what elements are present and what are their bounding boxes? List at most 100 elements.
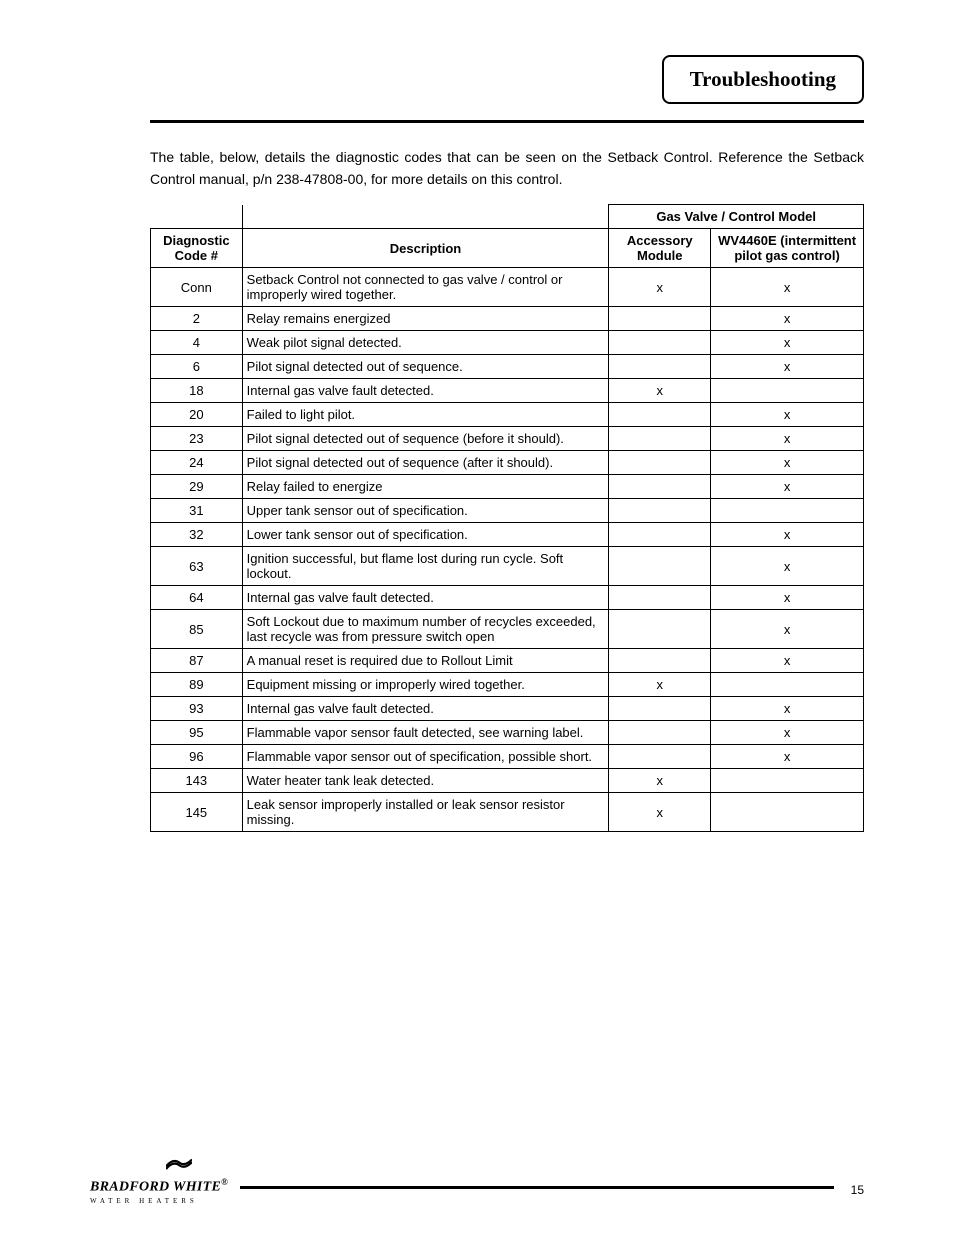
cell-wv	[711, 499, 864, 523]
cell-wv: x	[711, 427, 864, 451]
cell-description: Internal gas valve fault detected.	[242, 379, 609, 403]
table-row: 23Pilot signal detected out of sequence …	[151, 427, 864, 451]
table-row: 32Lower tank sensor out of specification…	[151, 523, 864, 547]
table-row: 6Pilot signal detected out of sequence.x	[151, 355, 864, 379]
table-row: 145Leak sensor improperly installed or l…	[151, 793, 864, 832]
cell-code: 2	[151, 307, 243, 331]
table-row: 4Weak pilot signal detected.x	[151, 331, 864, 355]
cell-accessory	[609, 475, 711, 499]
cell-code: 6	[151, 355, 243, 379]
cell-accessory	[609, 586, 711, 610]
cell-accessory	[609, 355, 711, 379]
table-row: ConnSetback Control not connected to gas…	[151, 268, 864, 307]
blank-header-cell	[151, 205, 243, 229]
cell-code: 96	[151, 745, 243, 769]
cell-code: Conn	[151, 268, 243, 307]
col-header-desc: Description	[242, 229, 609, 268]
cell-code: 93	[151, 697, 243, 721]
cell-accessory: x	[609, 268, 711, 307]
col-header-code: Diagnostic Code #	[151, 229, 243, 268]
cell-code: 20	[151, 403, 243, 427]
brand-tagline: WATER HEATERS	[90, 1197, 228, 1205]
cell-description: Failed to light pilot.	[242, 403, 609, 427]
cell-description: A manual reset is required due to Rollou…	[242, 649, 609, 673]
header-divider	[150, 120, 864, 123]
cell-wv: x	[711, 523, 864, 547]
cell-description: Water heater tank leak detected.	[242, 769, 609, 793]
cell-accessory	[609, 523, 711, 547]
table-row: 64Internal gas valve fault detected.x	[151, 586, 864, 610]
cell-description: Internal gas valve fault detected.	[242, 697, 609, 721]
page-title-box: Troubleshooting	[662, 55, 864, 104]
cell-description: Soft Lockout due to maximum number of re…	[242, 610, 609, 649]
page-number: 15	[851, 1183, 864, 1197]
cell-wv	[711, 793, 864, 832]
footer-divider	[240, 1186, 834, 1189]
cell-wv: x	[711, 547, 864, 586]
page-footer: BRADFORD WHITE® WATER HEATERS 15	[90, 1145, 864, 1205]
super-header: Gas Valve / Control Model	[609, 205, 864, 229]
cell-code: 89	[151, 673, 243, 697]
cell-code: 31	[151, 499, 243, 523]
cell-code: 29	[151, 475, 243, 499]
cell-accessory	[609, 697, 711, 721]
cell-wv: x	[711, 649, 864, 673]
cell-code: 145	[151, 793, 243, 832]
table-row: 93Internal gas valve fault detected.x	[151, 697, 864, 721]
cell-wv: x	[711, 610, 864, 649]
cell-description: Flammable vapor sensor fault detected, s…	[242, 721, 609, 745]
cell-description: Upper tank sensor out of specification.	[242, 499, 609, 523]
brand-wave-icon	[166, 1156, 192, 1170]
cell-description: Leak sensor improperly installed or leak…	[242, 793, 609, 832]
table-row: 85Soft Lockout due to maximum number of …	[151, 610, 864, 649]
cell-accessory	[609, 745, 711, 769]
cell-code: 63	[151, 547, 243, 586]
cell-accessory: x	[609, 793, 711, 832]
brand-logo: BRADFORD WHITE® WATER HEATERS	[90, 1156, 228, 1205]
cell-code: 18	[151, 379, 243, 403]
cell-accessory	[609, 307, 711, 331]
cell-accessory	[609, 403, 711, 427]
table-row: 95Flammable vapor sensor fault detected,…	[151, 721, 864, 745]
brand-name: BRADFORD WHITE®	[90, 1177, 228, 1196]
cell-description: Weak pilot signal detected.	[242, 331, 609, 355]
cell-accessory	[609, 451, 711, 475]
page-title: Troubleshooting	[690, 67, 836, 91]
cell-accessory	[609, 610, 711, 649]
cell-wv: x	[711, 451, 864, 475]
cell-wv: x	[711, 475, 864, 499]
blank-header-cell	[242, 205, 609, 229]
cell-accessory	[609, 721, 711, 745]
cell-description: Relay remains energized	[242, 307, 609, 331]
table-row: 96Flammable vapor sensor out of specific…	[151, 745, 864, 769]
cell-code: 85	[151, 610, 243, 649]
table-row: 20Failed to light pilot. x	[151, 403, 864, 427]
diagnostic-table: Gas Valve / Control Model Diagnostic Cod…	[150, 204, 864, 832]
col-header-accessory: Accessory Module	[609, 229, 711, 268]
cell-description: Setback Control not connected to gas val…	[242, 268, 609, 307]
cell-wv	[711, 379, 864, 403]
cell-wv	[711, 673, 864, 697]
table-row: 31Upper tank sensor out of specification…	[151, 499, 864, 523]
col-header-wv: WV4460E (intermittent pilot gas control)	[711, 229, 864, 268]
cell-description: Relay failed to energize	[242, 475, 609, 499]
table-row: 143Water heater tank leak detected.x	[151, 769, 864, 793]
registered-mark: ®	[221, 1177, 228, 1187]
cell-description: Pilot signal detected out of sequence (a…	[242, 451, 609, 475]
cell-wv: x	[711, 586, 864, 610]
cell-description: Pilot signal detected out of sequence (b…	[242, 427, 609, 451]
cell-accessory	[609, 331, 711, 355]
table-row: 2Relay remains energized x	[151, 307, 864, 331]
cell-description: Pilot signal detected out of sequence.	[242, 355, 609, 379]
cell-description: Ignition successful, but flame lost duri…	[242, 547, 609, 586]
cell-code: 64	[151, 586, 243, 610]
cell-wv: x	[711, 403, 864, 427]
cell-description: Flammable vapor sensor out of specificat…	[242, 745, 609, 769]
cell-wv: x	[711, 307, 864, 331]
cell-wv: x	[711, 331, 864, 355]
cell-code: 95	[151, 721, 243, 745]
table-row: 63Ignition successful, but flame lost du…	[151, 547, 864, 586]
cell-description: Lower tank sensor out of specification.	[242, 523, 609, 547]
cell-accessory	[609, 649, 711, 673]
table-row: 18Internal gas valve fault detected.x	[151, 379, 864, 403]
